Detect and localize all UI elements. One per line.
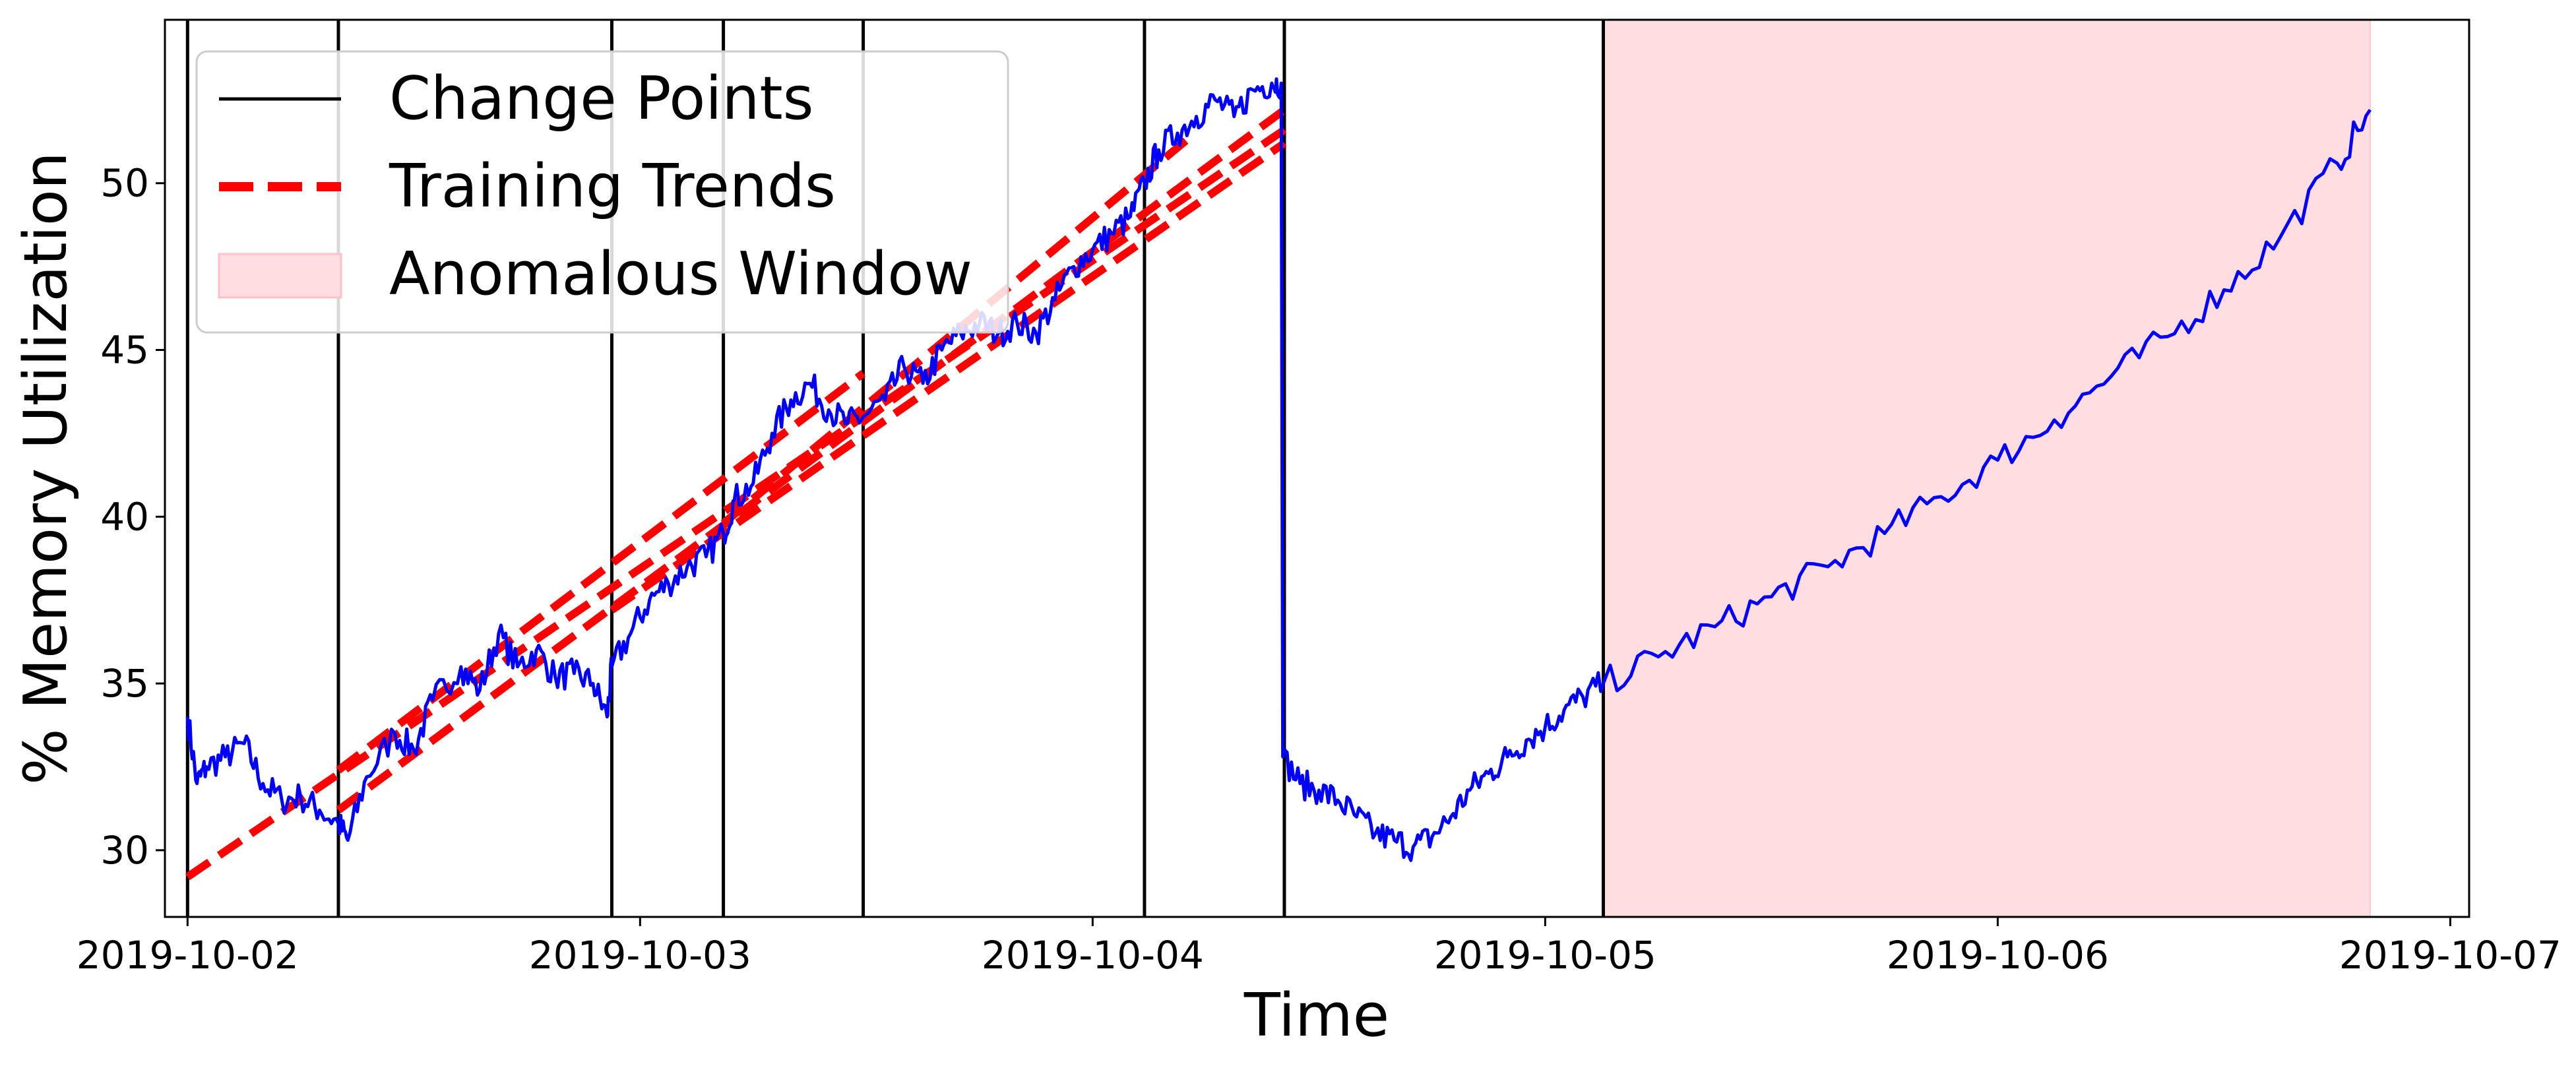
x-tick-label: 2019-10-06 [1887,933,2109,978]
x-tick-label: 2019-10-03 [529,933,751,978]
y-tick-label: 45 [100,328,149,373]
axis-ticks: 30 35 40 45 50 2019-10-02 2019-10-03 2019-10-04… [77,161,2561,978]
training-trend-line-1 [185,126,1287,881]
x-tick-label: 2019-10-02 [77,933,299,978]
legend-change-points-label: Change Points [389,64,814,133]
x-axis-title: Time [1243,981,1389,1050]
plot-area [185,20,2372,917]
training-trend-line-5 [720,137,1190,527]
plot-frame [164,18,2470,918]
plot-content [185,20,2372,917]
y-tick-label: 35 [100,661,149,706]
training-trend-line-2 [336,106,1287,814]
memory-utilization-series-line [185,77,2372,862]
y-tick-label: 30 [100,828,149,873]
legend-anomalous-window-label: Anomalous Window [389,239,972,309]
training-trend-line-3 [336,370,866,774]
x-tick-label: 2019-10-05 [1434,933,1656,978]
legend-box [195,50,1009,334]
x-tick-label: 2019-10-07 [2339,933,2561,978]
y-tick-label: 40 [100,494,149,539]
x-tick-label: 2019-10-04 [982,933,1204,978]
anomalous-window-band [1602,20,2371,917]
legend-training-trends-label: Training Trends [389,152,836,221]
y-tick-label: 50 [100,161,149,206]
legend: Change Points Training Trends Anomalous … [195,50,1009,334]
legend-anomalous-window-swatch [218,253,342,299]
y-axis-title: % Memory Utilization [11,152,80,785]
